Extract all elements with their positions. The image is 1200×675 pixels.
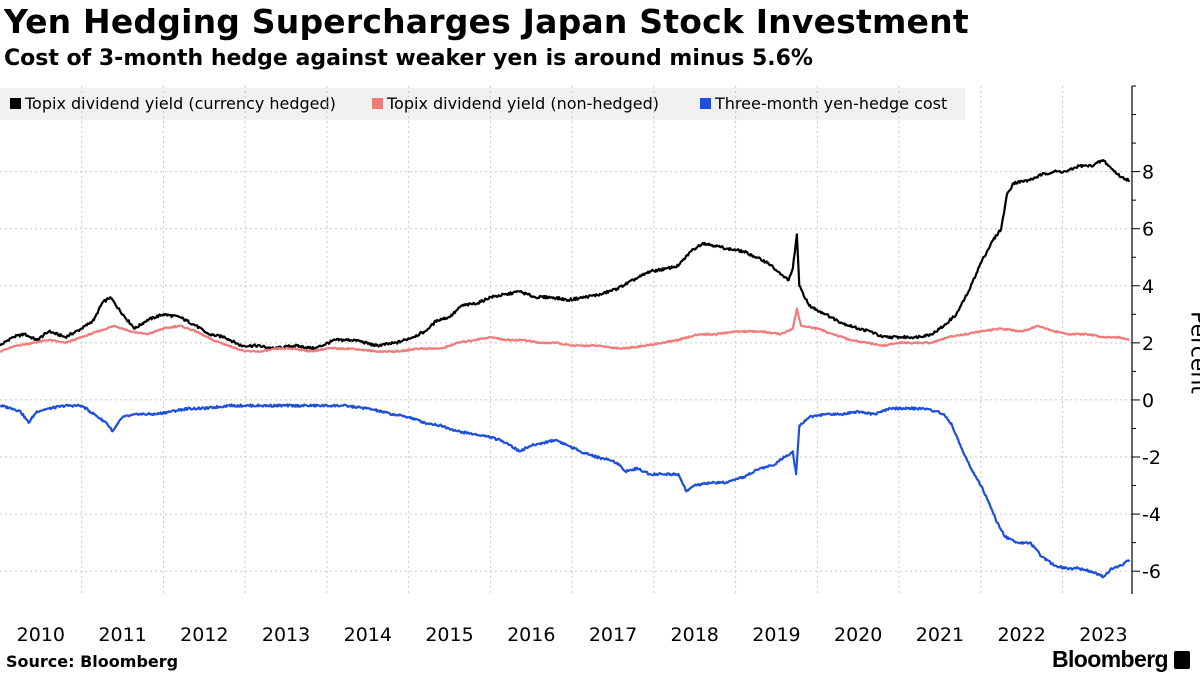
x-tick-label: 2014 [344,624,392,646]
source-note: Source: Bloomberg [6,652,179,671]
x-tick-label: 2020 [834,624,882,646]
x-tick-label: 2015 [425,624,473,646]
x-tick-label: 2021 [916,624,964,646]
series-line-1 [0,307,1130,354]
legend-label-hedged: Topix dividend yield (currency hedged) [25,94,336,113]
y-tick-label: -4 [1142,504,1161,526]
y-tick-label: -6 [1142,561,1161,583]
legend-swatch-hedge-cost [700,98,711,109]
x-tick-label: 2012 [180,624,228,646]
y-tick-label: 6 [1142,219,1154,241]
x-tick-label: 2019 [752,624,800,646]
y-tick-label: -2 [1142,447,1161,469]
legend-label-hedge-cost: Three-month yen-hedge cost [715,94,948,113]
legend-label-non-hedged: Topix dividend yield (non-hedged) [387,94,659,113]
legend-swatch-non-hedged [372,98,383,109]
x-tick-label: 2018 [671,624,719,646]
bloomberg-logo: Bloomberg [1052,646,1190,673]
x-tick-label: 2016 [507,624,555,646]
logo-text: Bloomberg [1052,646,1169,672]
bloomberg-terminal-icon [1174,651,1190,669]
y-tick-label: 0 [1142,390,1154,412]
x-tick-label: 2011 [98,624,146,646]
y-tick-label: 8 [1142,162,1154,184]
legend-item-hedge-cost: Three-month yen-hedge cost [700,94,947,114]
chart-subtitle: Cost of 3-month hedge against weaker yen… [4,46,813,71]
x-tick-label: 2022 [997,624,1045,646]
x-tick-label: 2017 [589,624,637,646]
series-line-2 [0,403,1131,579]
y-tick-label: 2 [1142,333,1154,355]
x-tick-label: 2010 [17,624,65,646]
chart-title: Yen Hedging Supercharges Japan Stock Inv… [4,2,969,41]
legend: Topix dividend yield (currency hedged) T… [0,88,965,120]
legend-item-non-hedged: Topix dividend yield (non-hedged) [372,94,659,114]
legend-item-hedged: Topix dividend yield (currency hedged) [10,94,336,114]
x-tick-label: 2013 [262,624,310,646]
series-line-0 [0,159,1131,351]
y-tick-label: 4 [1142,276,1154,298]
legend-swatch-hedged [10,98,21,109]
x-tick-label: 2023 [1079,624,1127,646]
y-axis-label: Percent [1185,311,1200,394]
